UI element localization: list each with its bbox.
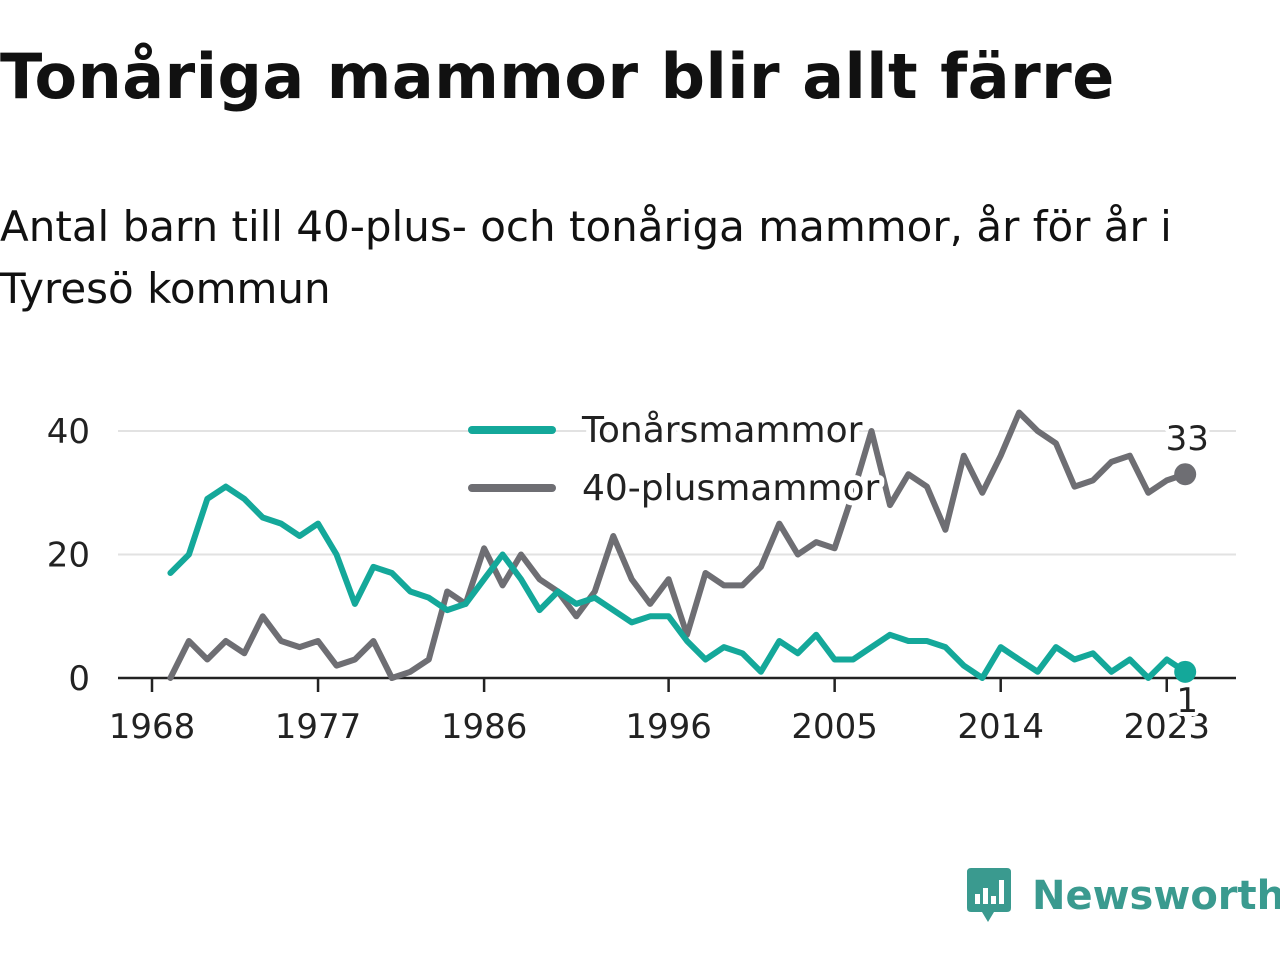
page-title: Tonåriga mammor blir allt färre: [0, 40, 1115, 113]
x-tick-label: 1968: [109, 707, 196, 747]
axes: 0 20 40 1968 1977 1986 1996 2005 2014 2023: [47, 412, 1236, 747]
end-labels: 1 33: [1162, 415, 1213, 725]
end-point-tonarsmammor: [1174, 660, 1197, 683]
legend-item-40-plusmammor: 40-plusmammor: [468, 463, 885, 514]
newsworthy-logo-icon: [967, 868, 1011, 922]
x-tick-label: 1996: [625, 707, 712, 747]
y-tick-label: 40: [47, 412, 90, 452]
end-label-40-plusmammor: 33: [1166, 419, 1209, 459]
series-line-tonarsmammor: [167, 483, 1189, 681]
x-tick-label: 2005: [791, 707, 878, 747]
page-subtitle: Antal barn till 40-plus- och tonåriga ma…: [0, 202, 1172, 313]
brand-name: Newsworthy: [1032, 873, 1280, 919]
series-lines: [167, 409, 1189, 681]
end-label-tonarsmammor: 1: [1176, 681, 1198, 721]
x-tick-label: 2023: [1123, 707, 1210, 747]
x-tick-label: 1977: [275, 707, 362, 747]
x-tick-label: 1986: [441, 707, 528, 747]
legend: Tonårsmammor 40-plusmammor: [468, 405, 885, 514]
end-point-40-plusmammor: [1174, 463, 1197, 486]
legend-label: 40-plusmammor: [582, 468, 880, 509]
y-tick-label: 20: [47, 536, 90, 576]
legend-label: Tonårsmammor: [581, 410, 863, 451]
brand-logo: Newsworthy: [964, 864, 1280, 928]
grid-lines: [118, 430, 1236, 556]
y-tick-label: 0: [68, 659, 90, 699]
series-line-40-plusmammor: [167, 409, 1189, 681]
x-tick-label: 2014: [957, 707, 1044, 747]
legend-item-tonarsmammor: Tonårsmammor: [468, 405, 868, 456]
